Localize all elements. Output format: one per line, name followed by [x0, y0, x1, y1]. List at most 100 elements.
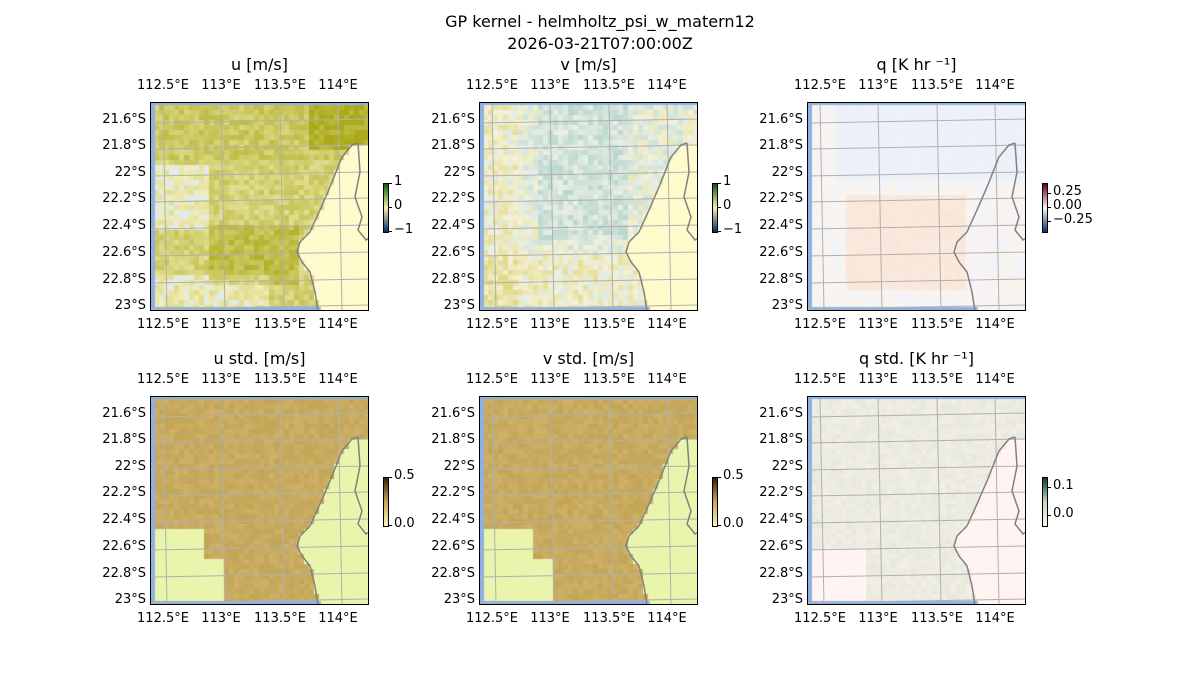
colorbar-tick	[1048, 192, 1051, 194]
panel-title: v [m/s]	[560, 55, 617, 74]
lon-tick-label: 113°E	[530, 78, 570, 93]
panel-title: u std. [m/s]	[213, 349, 306, 368]
gridline-lat	[478, 465, 699, 471]
map-overlay	[478, 101, 699, 312]
lat-tick-label: 22.8°S	[431, 566, 475, 581]
lat-tick-label: 21.6°S	[431, 406, 475, 421]
gridline-lat	[806, 572, 1027, 578]
lat-tick-label: 22.8°S	[102, 272, 146, 287]
lon-tick-label: 113.5°E	[254, 611, 306, 626]
gridline-lat	[806, 304, 1027, 310]
lat-tick-label: 21.8°S	[102, 432, 146, 447]
panel-title: q std. [K hr ⁻¹]	[859, 349, 974, 368]
lat-tick-label: 22.4°S	[102, 218, 146, 233]
map-field	[807, 102, 1026, 311]
lat-tick-label: 23°S	[771, 592, 803, 607]
coastline	[953, 436, 1016, 606]
gridline-lon	[162, 395, 168, 606]
colorbar-tick-label: 0.0	[1053, 506, 1074, 522]
figure-title: GP kernel - helmholtz_psi_w_matern12	[445, 12, 755, 31]
colorbar-tick-label: 0.0	[723, 516, 744, 531]
lat-tick-label: 22.2°S	[759, 191, 803, 206]
colorbar-tick	[718, 525, 721, 526]
gridline-lat	[806, 438, 1027, 444]
lat-tick-label: 22.6°S	[431, 245, 475, 260]
lat-tick-label: 22.2°S	[102, 485, 146, 500]
lon-tick-label: 113°E	[201, 78, 241, 93]
lat-tick-label: 22.4°S	[102, 512, 146, 527]
lat-tick-label: 22°S	[114, 165, 146, 180]
lon-tick-label: 114°E	[647, 372, 687, 387]
lon-tick-label: 113°E	[858, 611, 898, 626]
gridline-lon	[162, 101, 168, 312]
coastline	[683, 142, 699, 242]
map-field	[807, 396, 1026, 605]
lat-tick-label: 23°S	[771, 298, 803, 313]
lat-tick-label: 22°S	[443, 165, 475, 180]
coastline	[683, 436, 699, 536]
colorbar-tick-label: 0.00	[1053, 198, 1082, 213]
gridline-lon	[994, 395, 1000, 606]
lon-tick-label: 114°E	[975, 317, 1015, 332]
gridline-lat	[478, 598, 699, 604]
gridline-lat	[478, 412, 699, 418]
gridline-lat	[806, 197, 1027, 203]
lon-tick-label: 114°E	[318, 611, 358, 626]
coastline	[296, 142, 359, 312]
lon-tick-label: 114°E	[318, 317, 358, 332]
lon-tick-label: 112.5°E	[794, 611, 846, 626]
gridline-lat	[806, 545, 1027, 551]
gridline-lon	[491, 101, 497, 312]
axes-frame	[807, 396, 1026, 605]
gridline-lat	[149, 465, 370, 471]
lon-tick-label: 114°E	[647, 78, 687, 93]
lat-tick-label: 22.6°S	[431, 539, 475, 554]
lon-tick-label: 113.5°E	[911, 78, 963, 93]
lat-tick-label: 22.6°S	[102, 539, 146, 554]
gridline-lon	[994, 101, 1000, 312]
map-field	[479, 396, 698, 605]
gridline-lat	[806, 518, 1027, 524]
colorbar-tick-label: 0	[723, 198, 732, 213]
lat-tick-label: 22.6°S	[102, 245, 146, 260]
colorbar-tick	[389, 207, 392, 208]
gridline-lon	[491, 395, 497, 606]
gridline-lat	[806, 598, 1027, 604]
coastline	[354, 142, 370, 242]
lon-tick-label: 112.5°E	[137, 372, 189, 387]
lat-tick-label: 22.6°S	[759, 245, 803, 260]
lon-tick-label: 113°E	[530, 372, 570, 387]
lon-tick-label: 112.5°E	[466, 611, 518, 626]
colorbar	[1042, 477, 1048, 527]
gridline-lon	[279, 101, 285, 312]
lat-tick-label: 22.8°S	[102, 566, 146, 581]
map-field	[479, 102, 698, 311]
gridline-lon	[220, 395, 226, 606]
coastline	[354, 436, 370, 536]
gridline-lat	[149, 412, 370, 418]
colorbar-tick	[1048, 221, 1051, 223]
lon-tick-label: 112.5°E	[137, 317, 189, 332]
map-overlay	[478, 395, 699, 606]
colorbar-tick	[389, 525, 392, 526]
gridline-lat	[149, 251, 370, 257]
lat-tick-label: 22.4°S	[759, 218, 803, 233]
figure-subtitle: 2026-03-21T07:00:00Z	[507, 34, 693, 53]
colorbar-tick	[1048, 207, 1051, 208]
colorbar-tick	[718, 183, 721, 184]
axes-frame	[150, 396, 369, 605]
lat-tick-label: 21.8°S	[431, 138, 475, 153]
lon-tick-label: 113°E	[201, 317, 241, 332]
lat-tick-label: 22.2°S	[759, 485, 803, 500]
gridline-lat	[478, 197, 699, 203]
lon-tick-label: 114°E	[647, 317, 687, 332]
colorbar-tick-label: 0	[394, 198, 403, 213]
gridline-lat	[149, 224, 370, 230]
gridline-lon	[819, 395, 825, 606]
gridline-lat	[149, 118, 370, 124]
lat-tick-label: 21.6°S	[759, 406, 803, 421]
gridline-lat	[149, 491, 370, 497]
gridline-lat	[478, 572, 699, 578]
lat-tick-label: 21.8°S	[431, 432, 475, 447]
gridline-lat	[149, 545, 370, 551]
